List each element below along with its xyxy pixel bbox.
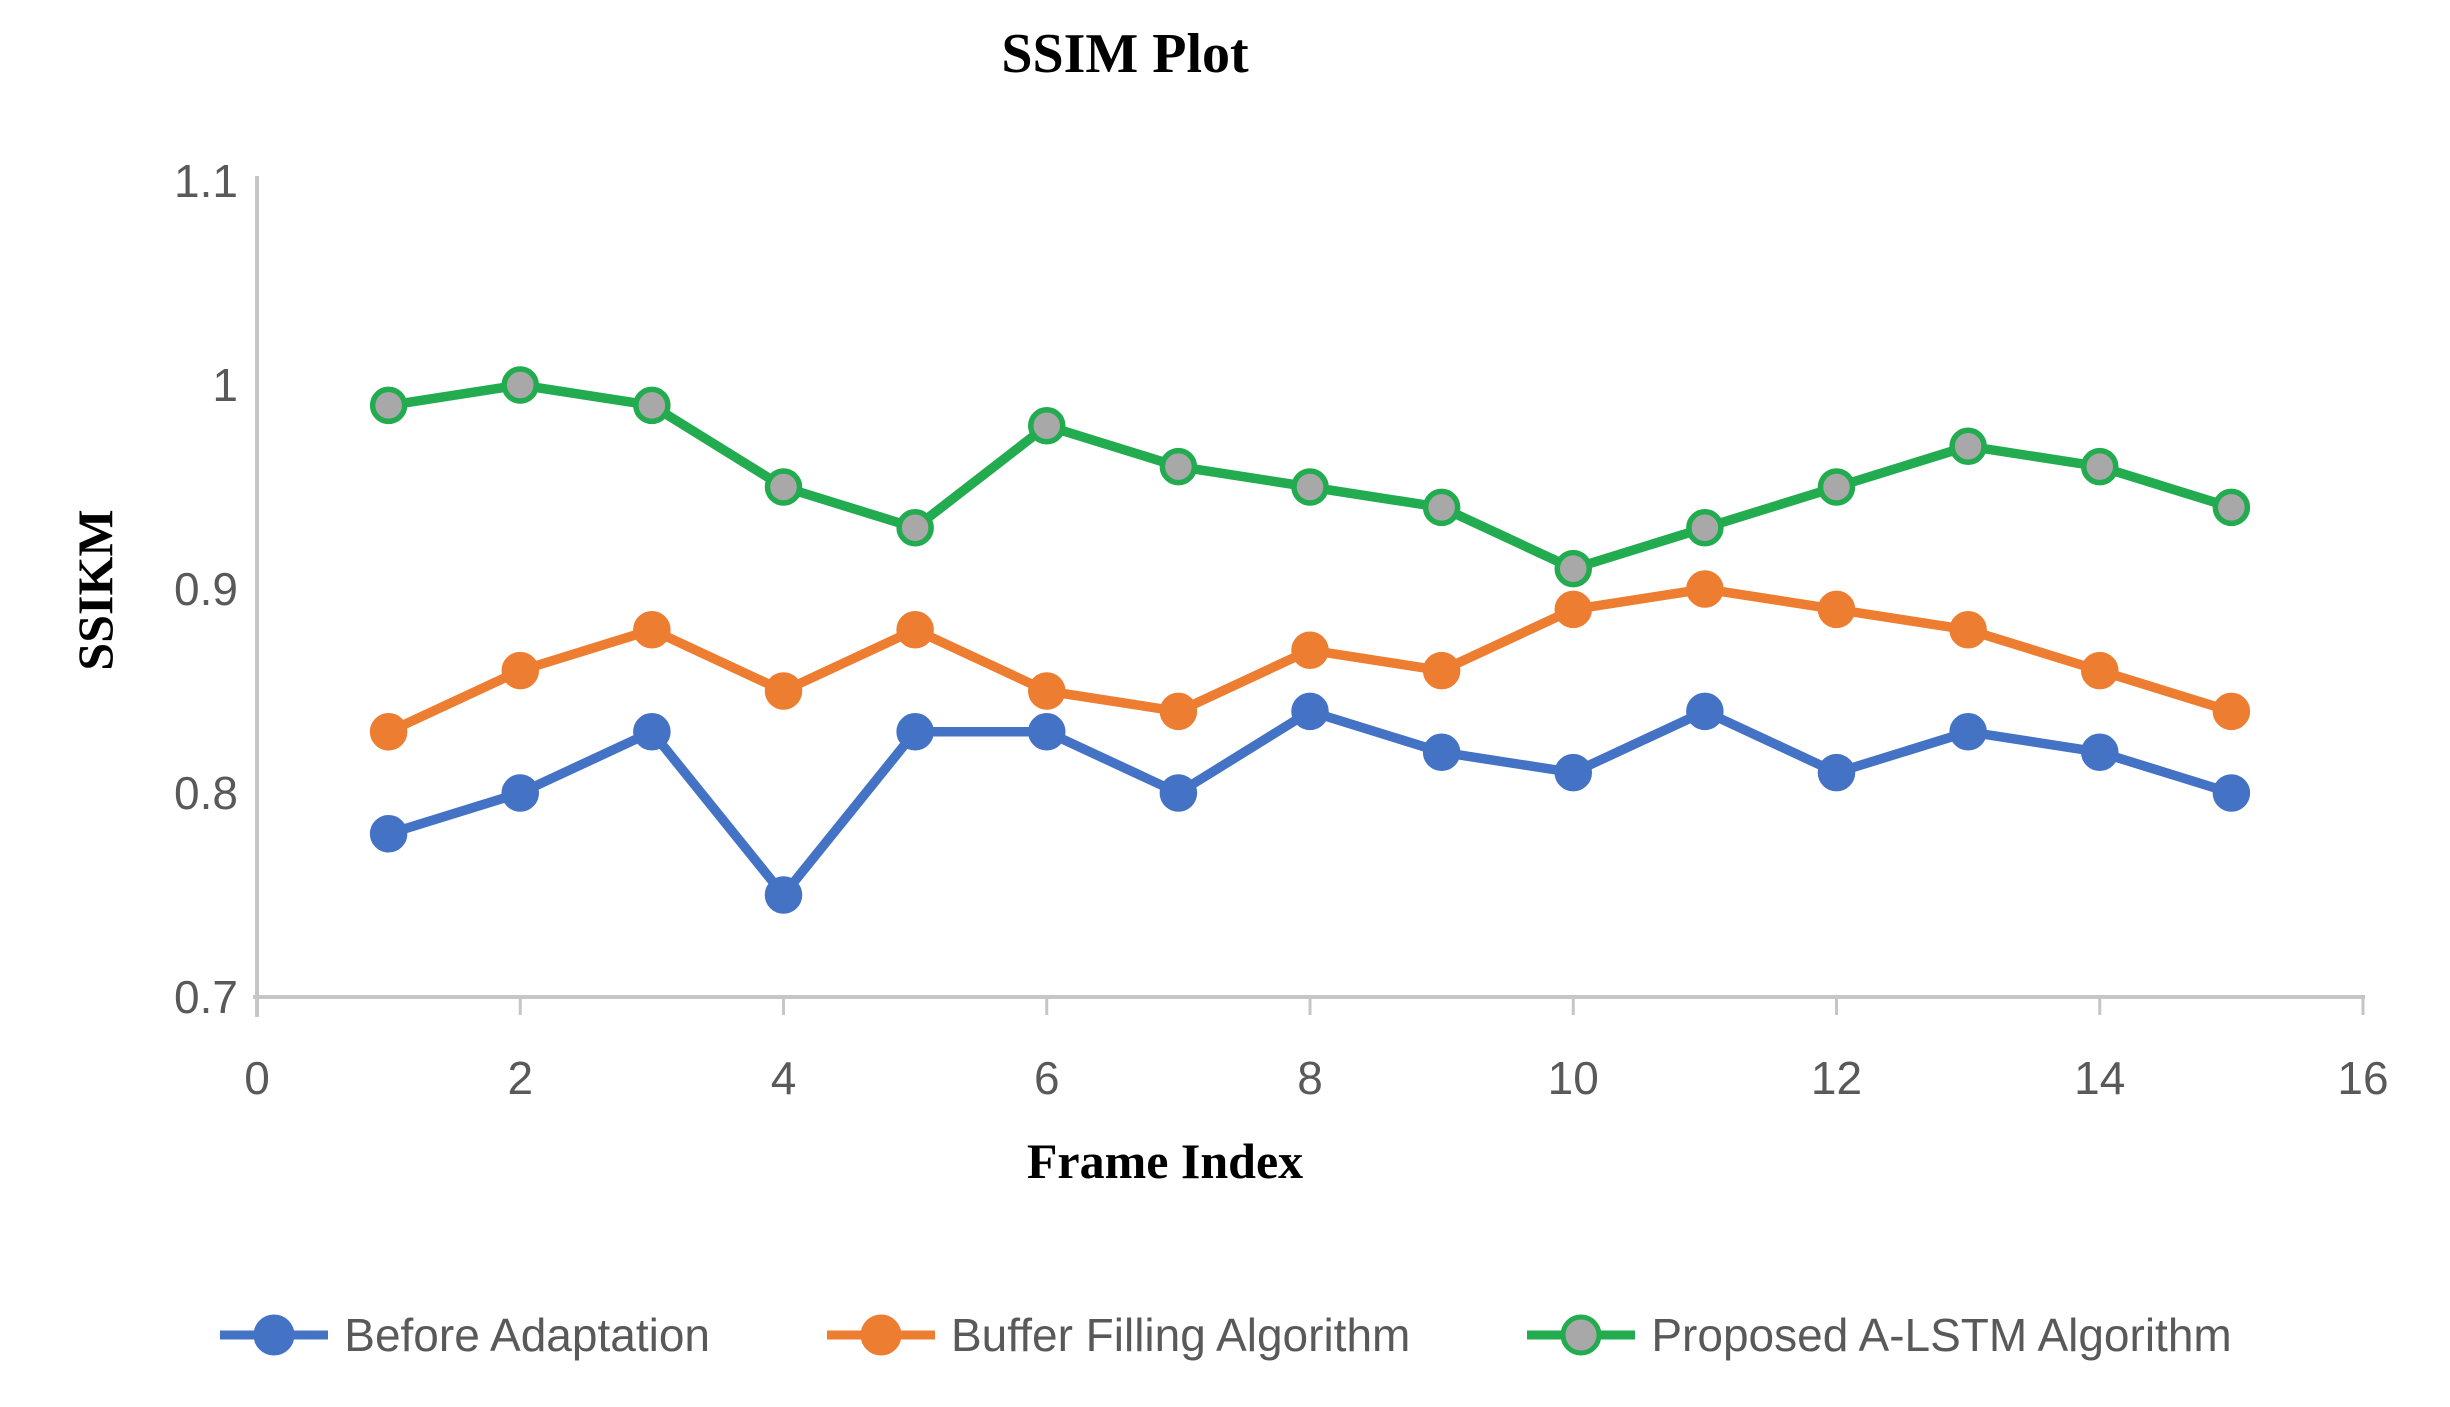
legend-label: Before Adaptation (344, 1309, 710, 1361)
series-marker-1 (633, 611, 671, 649)
y-tick-label: 0.7 (174, 971, 238, 1023)
series-marker-2 (1817, 468, 1856, 506)
series-marker-0 (1686, 692, 1724, 731)
series-marker-0 (896, 713, 934, 751)
series-marker-1 (1291, 631, 1329, 669)
y-tick-label: 1.1 (174, 155, 238, 207)
legend-item-buffer-filling-algorithm: Buffer Filling Algorithm (825, 1308, 1410, 1362)
series-marker-2 (2081, 447, 2119, 486)
x-tick-label: 8 (1297, 1052, 1323, 1104)
chart-title: SSIM Plot (1001, 23, 1249, 85)
series-marker-1 (1817, 590, 1856, 629)
y-axis-title: SSIKM (67, 509, 123, 671)
series-marker-0 (2081, 733, 2119, 771)
series-marker-0 (764, 876, 803, 914)
x-tick-label: 4 (771, 1052, 797, 1104)
series-marker-1 (2212, 692, 2251, 731)
legend-item-proposed-a-lstm-algorithm: Proposed A-LSTM Algorithm (1525, 1308, 2232, 1362)
series-marker-2 (1554, 549, 1592, 588)
x-tick-label: 16 (2337, 1052, 2388, 1104)
series-marker-2 (896, 509, 934, 547)
series-marker-2 (1422, 488, 1461, 527)
legend-item-before-adaptation: Before Adaptation (218, 1308, 710, 1362)
series-marker-2 (764, 468, 803, 506)
series-marker-1 (2081, 651, 2119, 690)
series-marker-0 (2212, 774, 2251, 812)
series-marker-2 (501, 366, 539, 404)
series-marker-1 (1949, 611, 1987, 649)
series-marker-1 (501, 651, 539, 690)
series-marker-2 (1159, 447, 1198, 486)
x-tick-label: 0 (244, 1052, 270, 1104)
series-marker-2 (369, 386, 408, 425)
legend-label: Proposed A-LSTM Algorithm (1651, 1309, 2232, 1361)
y-tick-label: 0.9 (174, 563, 238, 615)
line-marker-icon (827, 1314, 935, 1356)
series-marker-1 (1686, 570, 1724, 608)
series-marker-2 (1686, 509, 1724, 547)
x-axis-title: Frame Index (1026, 1133, 1304, 1189)
x-tick-label: 14 (2074, 1052, 2125, 1104)
x-tick-label: 12 (1811, 1052, 1862, 1104)
series-marker-1 (1422, 651, 1461, 690)
series-marker-1 (1028, 672, 1066, 710)
series-marker-0 (1422, 733, 1461, 771)
series-marker-2 (1949, 427, 1987, 465)
legend-label: Buffer Filling Algorithm (951, 1309, 1411, 1361)
series-marker-1 (1159, 692, 1198, 731)
x-tick-label: 2 (507, 1052, 533, 1104)
x-tick-label: 6 (1034, 1052, 1060, 1104)
series-marker-0 (1949, 713, 1987, 751)
series-marker-0 (369, 815, 408, 853)
series-marker-1 (1554, 590, 1592, 629)
series-marker-2 (2212, 488, 2251, 527)
series-marker-0 (1554, 753, 1592, 792)
line-marker-icon (220, 1314, 329, 1356)
series-marker-2 (1028, 407, 1066, 445)
line-marker-icon (1527, 1314, 1636, 1356)
series-marker-0 (501, 774, 539, 812)
series-marker-2 (633, 386, 671, 425)
series-marker-0 (633, 713, 671, 751)
y-tick-label: 0.8 (174, 767, 238, 819)
series-marker-0 (1159, 774, 1198, 812)
series-marker-0 (1291, 692, 1329, 731)
series-marker-1 (369, 713, 408, 751)
y-tick-label: 1 (212, 359, 238, 411)
series-marker-2 (1291, 468, 1329, 506)
series-marker-1 (764, 672, 803, 710)
x-tick-label: 10 (1548, 1052, 1599, 1104)
series-marker-0 (1028, 713, 1066, 751)
series-marker-1 (896, 611, 934, 649)
series-marker-0 (1817, 753, 1856, 792)
legend: Before Adaptation Buffer Filling Algorit… (0, 1308, 2450, 1362)
